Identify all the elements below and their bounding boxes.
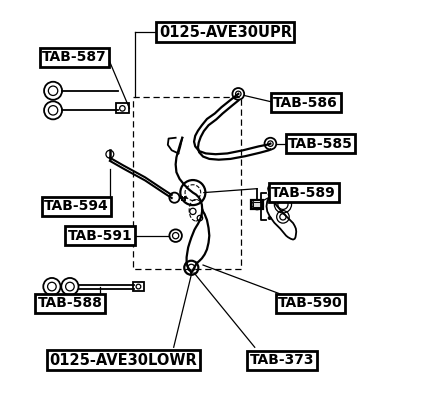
Text: TAB-591: TAB-591 <box>67 229 132 242</box>
Bar <box>252 202 261 207</box>
Text: TAB-590: TAB-590 <box>277 296 342 310</box>
Bar <box>116 103 129 114</box>
Text: 0125-AVE30UPR: 0125-AVE30UPR <box>159 24 291 40</box>
Circle shape <box>267 193 271 196</box>
Circle shape <box>267 216 271 220</box>
Text: TAB-594: TAB-594 <box>44 199 109 213</box>
Text: TAB-586: TAB-586 <box>273 95 337 110</box>
Text: 0125-AVE30LOWR: 0125-AVE30LOWR <box>49 353 197 368</box>
Text: TAB-589: TAB-589 <box>271 185 336 200</box>
Text: TAB-373: TAB-373 <box>249 353 314 367</box>
Bar <box>132 282 144 291</box>
Bar <box>250 200 263 209</box>
Text: TAB-587: TAB-587 <box>42 50 107 64</box>
Text: TAB-585: TAB-585 <box>287 137 352 151</box>
Text: TAB-588: TAB-588 <box>37 296 102 310</box>
